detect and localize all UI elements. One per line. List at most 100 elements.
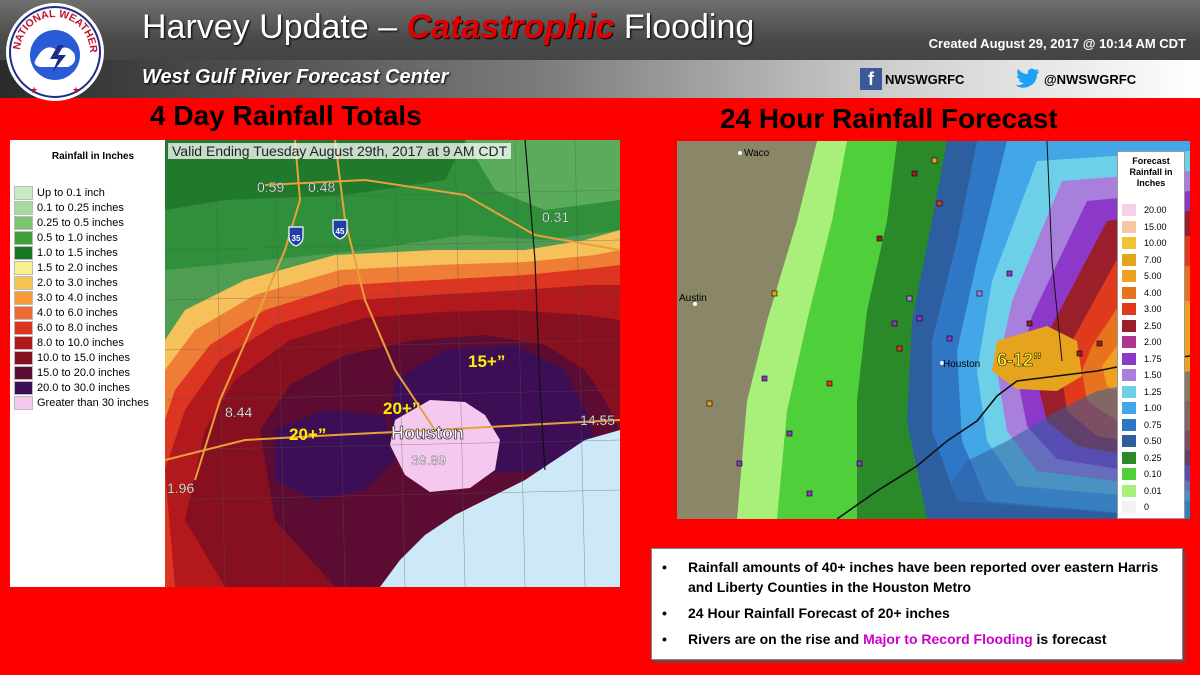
legend-title: Rainfall in Inches — [51, 151, 135, 162]
svg-text:★: ★ — [30, 85, 38, 95]
legend-swatch — [14, 395, 33, 410]
legend-label: 8.0 to 10.0 inches — [37, 336, 124, 349]
forecast-legend-item: 3.00 — [1122, 301, 1162, 317]
forecast-legend-label: 0.10 — [1144, 469, 1162, 479]
highway-shield-35: 35 — [292, 234, 301, 243]
rainfall-legend: Rainfall in Inches Up to 0.1 inch 0.1 to … — [10, 140, 165, 587]
forecast-legend-swatch — [1122, 303, 1136, 315]
forecast-legend-item: 15.00 — [1122, 219, 1167, 235]
forecast-legend-swatch — [1122, 253, 1136, 266]
legend-swatch — [14, 245, 33, 260]
facebook-link[interactable]: f NWSWGRFC — [860, 66, 964, 92]
forecast-legend-label: 1.25 — [1144, 386, 1162, 397]
forecast-legend-item: 1.50 — [1122, 367, 1162, 383]
forecast-legend-swatch — [1122, 468, 1136, 480]
forecast-legend-item: 5.00 — [1122, 268, 1162, 284]
legend-item: 1.5 to 2.0 inches — [14, 260, 118, 275]
forecast-legend-swatch — [1122, 237, 1136, 249]
forecast-legend-swatch — [1122, 418, 1136, 431]
legend-item: Up to 0.1 inch — [14, 185, 105, 200]
forecast-legend-item: 7.00 — [1122, 252, 1162, 268]
forecast-legend-item: 20.00 — [1122, 202, 1167, 218]
forecast-legend-label: 10.00 — [1144, 238, 1167, 248]
forecast-legend: Forecast Rainfall in Inches 20.00 15.00 10… — [1117, 151, 1185, 519]
region-label: 6-12” — [997, 350, 1042, 370]
forecast-legend-title: Forecast Rainfall in Inches — [1129, 156, 1173, 188]
legend-label: Up to 0.1 inch — [37, 186, 105, 199]
legend-label: 2.0 to 3.0 inches — [37, 276, 118, 289]
legend-item: 2.0 to 3.0 inches — [14, 275, 118, 290]
legend-swatch — [14, 365, 33, 380]
forecast-legend-label: 0.75 — [1144, 419, 1162, 430]
valid-time-label: Valid Ending Tuesday August 29th, 2017 a… — [168, 143, 512, 159]
forecast-legend-swatch — [1122, 501, 1136, 513]
legend-label: 0.25 to 0.5 inches — [37, 216, 124, 229]
forecast-legend-item: 0.01 — [1122, 483, 1162, 499]
region-label: 15+” — [468, 352, 505, 371]
region-label: 20+” — [289, 425, 326, 444]
forecast-legend-item: 0.50 — [1122, 433, 1162, 449]
twitter-link[interactable]: @NWSWGRFC — [1012, 66, 1136, 92]
bullet-text: Rainfall amounts of 40+ inches have been… — [688, 559, 1159, 595]
legend-swatch — [14, 200, 33, 215]
forecast-legend-item: 0 — [1122, 499, 1149, 515]
forecast-legend-label: 0.01 — [1144, 485, 1162, 496]
legend-item: 3.0 to 4.0 inches — [14, 290, 118, 305]
forecast-legend-item: 2.50 — [1122, 318, 1162, 334]
legend-label: 1.0 to 1.5 inches — [37, 246, 118, 259]
header-subtitle-strip — [0, 60, 1200, 98]
legend-item: 1.0 to 1.5 inches — [14, 245, 118, 260]
forecast-legend-swatch — [1122, 385, 1136, 398]
left-map-heading: 4 Day Rainfall Totals — [150, 100, 422, 131]
title-emphasis: Catastrophic — [406, 8, 615, 46]
bullet-text-highlight: Major to Record Flooding — [863, 631, 1033, 647]
bullet-item: • Rivers are on the rise and Major to Re… — [662, 629, 1167, 649]
legend-item: 20.0 to 30.0 inches — [14, 380, 130, 395]
legend-item: 0.25 to 0.5 inches — [14, 215, 124, 230]
legend-label: 1.5 to 2.0 inches — [37, 261, 118, 274]
forecast-legend-item: 2.00 — [1122, 334, 1162, 350]
bullet-marker: • — [662, 605, 667, 621]
value-label: 0.31 — [542, 209, 569, 225]
svg-text:★: ★ — [72, 85, 80, 95]
title-suffix: Flooding — [614, 8, 755, 46]
legend-label: 3.0 to 4.0 inches — [37, 291, 118, 304]
legend-item: 6.0 to 8.0 inches — [14, 320, 118, 335]
forecast-legend-label: 3.00 — [1144, 304, 1162, 314]
legend-label: Greater than 30 inches — [37, 396, 149, 409]
value-label: 0.48 — [308, 179, 335, 195]
forecast-legend-swatch — [1122, 352, 1136, 365]
rainfall-forecast-map: Waco Austin Houston 6-12” — [677, 141, 1190, 519]
facebook-handle: NWSWGRFC — [885, 71, 965, 87]
rainfall-totals-map: 35 45 0.59 0.48 0.31 8.44 14.55 1.96 39.… — [165, 140, 620, 587]
rainfall-forecast-panel: Waco Austin Houston 6-12” Forecast Rainf… — [677, 141, 1190, 519]
legend-swatch — [14, 215, 33, 230]
legend-label: 10.0 to 15.0 inches — [37, 351, 130, 364]
legend-item: 4.0 to 6.0 inches — [14, 305, 118, 320]
forecast-legend-item: 10.00 — [1122, 235, 1167, 251]
city-label-austin: Austin — [679, 293, 707, 304]
legend-label: 15.0 to 20.0 inches — [37, 366, 130, 379]
twitter-handle: @NWSWGRFC — [1044, 71, 1137, 87]
forecast-legend-swatch — [1122, 220, 1136, 233]
value-label: 39.89 — [411, 452, 446, 468]
forecast-legend-swatch — [1122, 484, 1136, 497]
legend-item: 0.1 to 0.25 inches — [14, 200, 124, 215]
rainfall-totals-panel: Rainfall in Inches Up to 0.1 inch 0.1 to … — [10, 140, 620, 587]
forecast-legend-swatch — [1122, 336, 1136, 348]
forecast-legend-label: 2.50 — [1144, 320, 1162, 331]
bullet-text-prefix: Rivers are on the rise and — [688, 631, 864, 647]
forecast-legend-label: 1.50 — [1144, 370, 1162, 380]
forecast-legend-swatch — [1122, 319, 1136, 332]
forecast-legend-item: 0.25 — [1122, 450, 1162, 466]
value-label: 0.59 — [257, 179, 284, 195]
legend-label: 20.0 to 30.0 inches — [37, 381, 130, 394]
bullet-item: • Rainfall amounts of 40+ inches have be… — [662, 557, 1167, 597]
forecast-legend-item: 4.00 — [1122, 285, 1162, 301]
forecast-legend-label: 7.00 — [1144, 254, 1162, 265]
page-title: Harvey Update – Catastrophic Flooding — [142, 8, 754, 47]
value-label: 8.44 — [225, 404, 252, 420]
legend-swatch — [14, 185, 33, 200]
forecast-legend-label: 4.00 — [1144, 287, 1162, 298]
page-subtitle: West Gulf River Forecast Center — [142, 66, 449, 88]
